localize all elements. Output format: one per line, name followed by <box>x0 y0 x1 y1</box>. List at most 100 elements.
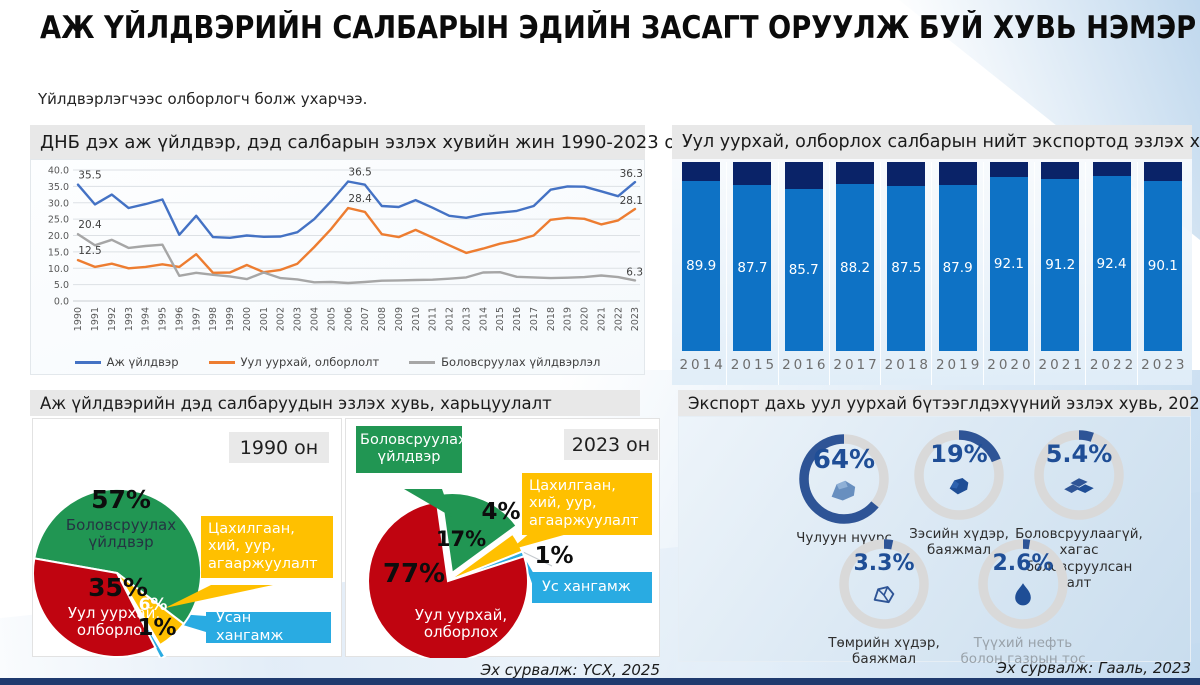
bar-year-label: 2023 <box>1141 357 1188 373</box>
export-share-bar-chart: 89.9 2014 87.7 2015 85.7 2016 88.2 2017 87.5 2018… <box>672 159 1192 385</box>
svg-text:1999: 1999 <box>225 307 236 331</box>
bar-column: 87.9 2019 <box>931 162 982 385</box>
legend-item: Аж үйлдвэр <box>74 355 179 369</box>
svg-text:2020: 2020 <box>580 307 591 331</box>
slice-percent-manufacturing-1990: 57% <box>91 485 151 514</box>
pie-chart-2023 <box>367 489 578 658</box>
svg-text:1994: 1994 <box>141 307 152 331</box>
iron-ore-icon <box>836 582 932 606</box>
donut-ring <box>1034 430 1124 520</box>
svg-text:0.0: 0.0 <box>54 297 69 308</box>
bar-chart-title: Уул уурхай, олборлох салбарын нийт экспо… <box>672 125 1200 159</box>
svg-text:2012: 2012 <box>445 307 456 331</box>
export-stat-percent: 64% <box>812 445 876 475</box>
gdp-line-chart-panel: 0.0 5.0 10.0 15.0 20.0 25.0 30.0 35.0 40.0 1990 19… <box>30 159 645 375</box>
svg-text:35.0: 35.0 <box>48 182 69 193</box>
bar-value-label: 91.2 <box>1045 256 1076 273</box>
bar-value-label: 87.5 <box>891 260 922 277</box>
export-stat: 3.3% Төмрийн хүдэр, баяжмал <box>819 536 949 668</box>
svg-text:2014: 2014 <box>478 307 489 331</box>
page-subtitle: Үйлдвэрлэгчээс олборлогч болж ухарчээ. <box>38 90 368 108</box>
bar-year-label: 2020 <box>987 357 1034 373</box>
svg-text:1997: 1997 <box>191 307 202 331</box>
svg-text:2003: 2003 <box>293 307 304 331</box>
export-share-bar-chart-panel: 89.9 2014 87.7 2015 85.7 2016 88.2 2017 87.5 2018… <box>672 159 1192 385</box>
svg-text:2023: 2023 <box>630 307 641 331</box>
export-stat-percent: 5.4% <box>1045 440 1113 468</box>
bar-column: 87.5 2018 <box>880 162 931 385</box>
bar-value-label: 90.1 <box>1147 257 1178 274</box>
svg-text:1992: 1992 <box>107 307 118 331</box>
svg-text:2010: 2010 <box>411 307 422 331</box>
svg-text:30.0: 30.0 <box>48 198 69 209</box>
bar-value-label: 88.2 <box>840 259 871 276</box>
pie-card-2023: 2023 он Боловсруулах үйлдвэр 17% 77% Уул… <box>345 418 660 658</box>
legend-swatch <box>74 360 101 364</box>
export-stat-label: Төмрийн хүдэр, баяжмал <box>828 635 940 668</box>
svg-text:2007: 2007 <box>360 307 371 331</box>
bar-year-label: 2015 <box>730 357 778 373</box>
bar-value-label: 87.7 <box>737 260 768 277</box>
svg-text:2009: 2009 <box>394 307 405 331</box>
gdp-line-chart: 0.0 5.0 10.0 15.0 20.0 25.0 30.0 35.0 40.0 1990 19… <box>48 166 643 332</box>
svg-text:2019: 2019 <box>563 307 574 331</box>
line-chart-title: ДНБ дэх аж үйлдвэр, дэд салбарын эзлэх х… <box>30 125 687 159</box>
export-stat-label: Чулуун нүүрс <box>796 530 892 546</box>
page-title: АЖ ҮЙЛДВЭРИЙН САЛБАРЫН ЭДИЙН ЗАСАГТ ОРУУ… <box>40 10 1197 46</box>
svg-text:28.1: 28.1 <box>620 195 643 207</box>
svg-text:2002: 2002 <box>276 307 287 331</box>
legend-swatch <box>208 360 235 364</box>
slice-percent-energy-1990: 6% <box>138 595 168 615</box>
callout-water-2023: Ус хангамж <box>532 572 652 603</box>
svg-text:20.4: 20.4 <box>78 219 102 231</box>
bar-year-label: 2016 <box>782 357 829 373</box>
bar-column: 90.1 2023 <box>1136 162 1188 385</box>
slice-percent-energy-2023: 4% <box>481 499 521 525</box>
slice-label-manufacturing-1990: Боловсруулах үйлдвэр <box>65 516 177 552</box>
svg-text:1998: 1998 <box>208 307 219 331</box>
callout-energy-1990: Цахилгаан, хий, уур, агааржуулалт <box>201 516 333 579</box>
bar-column: 85.7 2016 <box>777 162 829 385</box>
bar-year-label: 2014 <box>679 357 726 373</box>
line-chart-legend: Аж үйлдвэр Уул уурхай, олборлолт Боловсруу… <box>31 355 644 369</box>
bar-value-label: 92.4 <box>1096 255 1127 272</box>
export-stat: 64% Чулуун нүүрс <box>779 431 909 546</box>
svg-text:2016: 2016 <box>512 307 523 331</box>
svg-text:25.0: 25.0 <box>48 215 69 226</box>
slice-percent-water-2023: 1% <box>534 543 574 569</box>
svg-text:36.5: 36.5 <box>348 167 371 179</box>
bar-value-label: 87.9 <box>942 259 973 276</box>
svg-text:1993: 1993 <box>124 307 135 331</box>
export-stat: 19% Зэсийн хүдэр, баяжмал <box>894 427 1024 559</box>
bar-value-label: 92.1 <box>993 255 1024 272</box>
svg-text:1995: 1995 <box>158 307 169 331</box>
svg-text:20.0: 20.0 <box>48 231 69 242</box>
svg-text:12.5: 12.5 <box>78 245 101 257</box>
slice-percent-mining-1990: 35% <box>88 573 148 602</box>
donut-ring <box>839 539 929 629</box>
svg-text:2000: 2000 <box>242 307 253 331</box>
svg-text:10.0: 10.0 <box>48 264 69 275</box>
pie-card-1990: 1990 он 57% Боловсруулах үйлдвэр 35% Уул… <box>32 418 342 658</box>
slice-percent-mining-2023: 77% <box>382 559 446 589</box>
export-stat-label: Зэсийн хүдэр, баяжмал <box>909 526 1009 559</box>
svg-text:6.3: 6.3 <box>626 266 643 278</box>
callout-water-1990: Усан хангамж <box>206 610 331 644</box>
slice-label-mining-2023: Уул уурхай, олборлох <box>414 606 508 642</box>
svg-text:2001: 2001 <box>259 307 270 331</box>
export-stat-percent: 19% <box>930 440 988 468</box>
svg-text:2006: 2006 <box>343 307 354 331</box>
svg-text:2022: 2022 <box>613 307 624 331</box>
svg-text:2018: 2018 <box>546 307 557 331</box>
svg-text:2015: 2015 <box>495 307 506 331</box>
svg-text:2011: 2011 <box>428 307 439 331</box>
slice-percent-manufacturing-2023: 17% <box>435 527 487 551</box>
svg-text:2021: 2021 <box>596 307 607 331</box>
callout-manufacturing-2023: Боловсруулах үйлдвэр <box>356 426 467 473</box>
donut-ring <box>799 434 889 524</box>
oil-drop-icon <box>975 582 1071 608</box>
export-stat-percent: 2.6% <box>992 551 1054 576</box>
export-stat: 2.6% Түүхий нефть болон газрын тос <box>958 536 1088 668</box>
year-badge-1990: 1990 он <box>229 432 329 463</box>
bar-column: 92.1 2020 <box>982 162 1034 385</box>
